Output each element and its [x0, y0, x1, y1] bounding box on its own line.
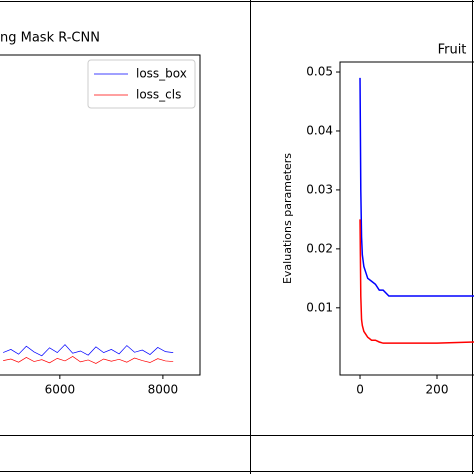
legend-label: loss_cls: [136, 88, 181, 102]
y-tick-label: 0.02: [306, 241, 333, 255]
x-tick-label: 0: [356, 383, 364, 397]
y-tick-label: 0.05: [306, 65, 333, 79]
legend-label: loss_box: [136, 67, 187, 81]
y-axis-label: Evaluations parameters: [281, 153, 294, 284]
axes-frame: [0, 54, 201, 376]
y-tick-label: 0.03: [306, 182, 333, 196]
series-line: [3, 344, 174, 357]
chart: ng Mask R-CNN 6000 8000 loss_box loss_cls: [0, 31, 201, 397]
y-tick-label: 0.04: [306, 123, 333, 137]
x-tick-label: 6000: [45, 383, 76, 397]
series-line: [359, 219, 474, 344]
series-line: [359, 77, 474, 297]
legend-box: [87, 59, 196, 109]
y-tick-label: 0.01: [306, 300, 333, 314]
axes-frame: [339, 61, 474, 376]
series-line: [3, 356, 174, 364]
x-tick-label: 200: [426, 383, 449, 397]
x-tick-label: 8000: [148, 383, 179, 397]
chart-title: ng Mask R-CNN: [0, 31, 100, 46]
chart: Fruit Evaluations parameters 0 200 0.01 0.02 0…: [281, 43, 474, 397]
chart-title: Fruit: [438, 43, 467, 58]
